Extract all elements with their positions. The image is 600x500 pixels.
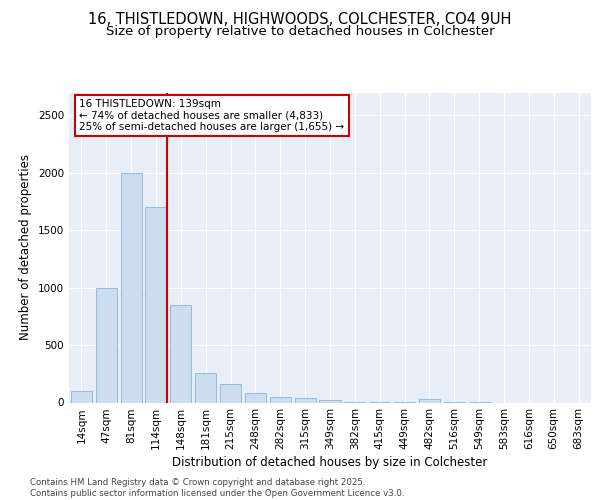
Bar	[121, 173, 142, 402]
Bar	[96, 288, 117, 403]
Text: Contains HM Land Registry data © Crown copyright and database right 2025.
Contai: Contains HM Land Registry data © Crown c…	[30, 478, 404, 498]
Bar	[270, 397, 291, 402]
Text: Size of property relative to detached houses in Colchester: Size of property relative to detached ho…	[106, 25, 494, 38]
Bar	[245, 394, 266, 402]
Text: 16, THISTLEDOWN, HIGHWOODS, COLCHESTER, CO4 9UH: 16, THISTLEDOWN, HIGHWOODS, COLCHESTER, …	[88, 12, 512, 28]
Bar	[71, 391, 92, 402]
Bar	[295, 398, 316, 402]
Bar	[220, 384, 241, 402]
Bar	[170, 305, 191, 402]
X-axis label: Distribution of detached houses by size in Colchester: Distribution of detached houses by size …	[172, 456, 488, 469]
Bar	[145, 208, 167, 402]
Bar	[195, 372, 216, 402]
Bar	[419, 399, 440, 402]
Bar	[319, 400, 341, 402]
Y-axis label: Number of detached properties: Number of detached properties	[19, 154, 32, 340]
Text: 16 THISTLEDOWN: 139sqm
← 74% of detached houses are smaller (4,833)
25% of semi-: 16 THISTLEDOWN: 139sqm ← 74% of detached…	[79, 98, 344, 132]
